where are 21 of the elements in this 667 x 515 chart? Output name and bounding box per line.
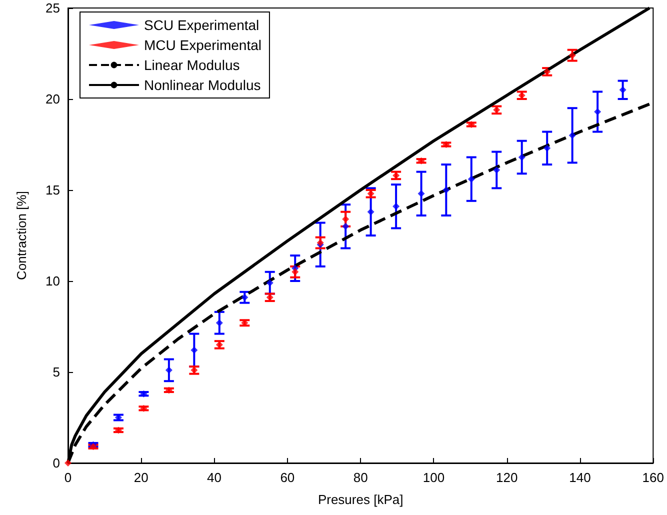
legend-label: MCU Experimental <box>144 37 262 53</box>
y-tick-label: 0 <box>52 456 60 470</box>
y-tick-label: 15 <box>46 182 60 198</box>
x-tick-label: 0 <box>64 470 72 485</box>
legend-label: Nonlinear Modulus <box>144 77 261 93</box>
x-tick-label: 120 <box>496 470 518 485</box>
y-tick-label: 5 <box>52 364 60 380</box>
x-tick-label: 20 <box>134 470 148 485</box>
y-axis-title: Contraction [%] <box>14 191 29 280</box>
legend-label: Linear Modulus <box>144 57 240 73</box>
x-tick-label: 160 <box>642 470 664 485</box>
y-tick-label: 10 <box>46 274 60 288</box>
x-tick-label: 100 <box>422 470 445 485</box>
legend-label: SCU Experimental <box>144 17 260 33</box>
x-tick-label: 140 <box>569 470 591 485</box>
y-tick-label: 25 <box>46 0 60 16</box>
x-tick-label: 40 <box>207 470 222 485</box>
x-tick-label: 80 <box>353 470 368 485</box>
y-tick-label: 20 <box>46 92 60 106</box>
x-axis-title: Presures [kPa] <box>318 492 404 507</box>
x-tick-label: 60 <box>280 470 295 485</box>
